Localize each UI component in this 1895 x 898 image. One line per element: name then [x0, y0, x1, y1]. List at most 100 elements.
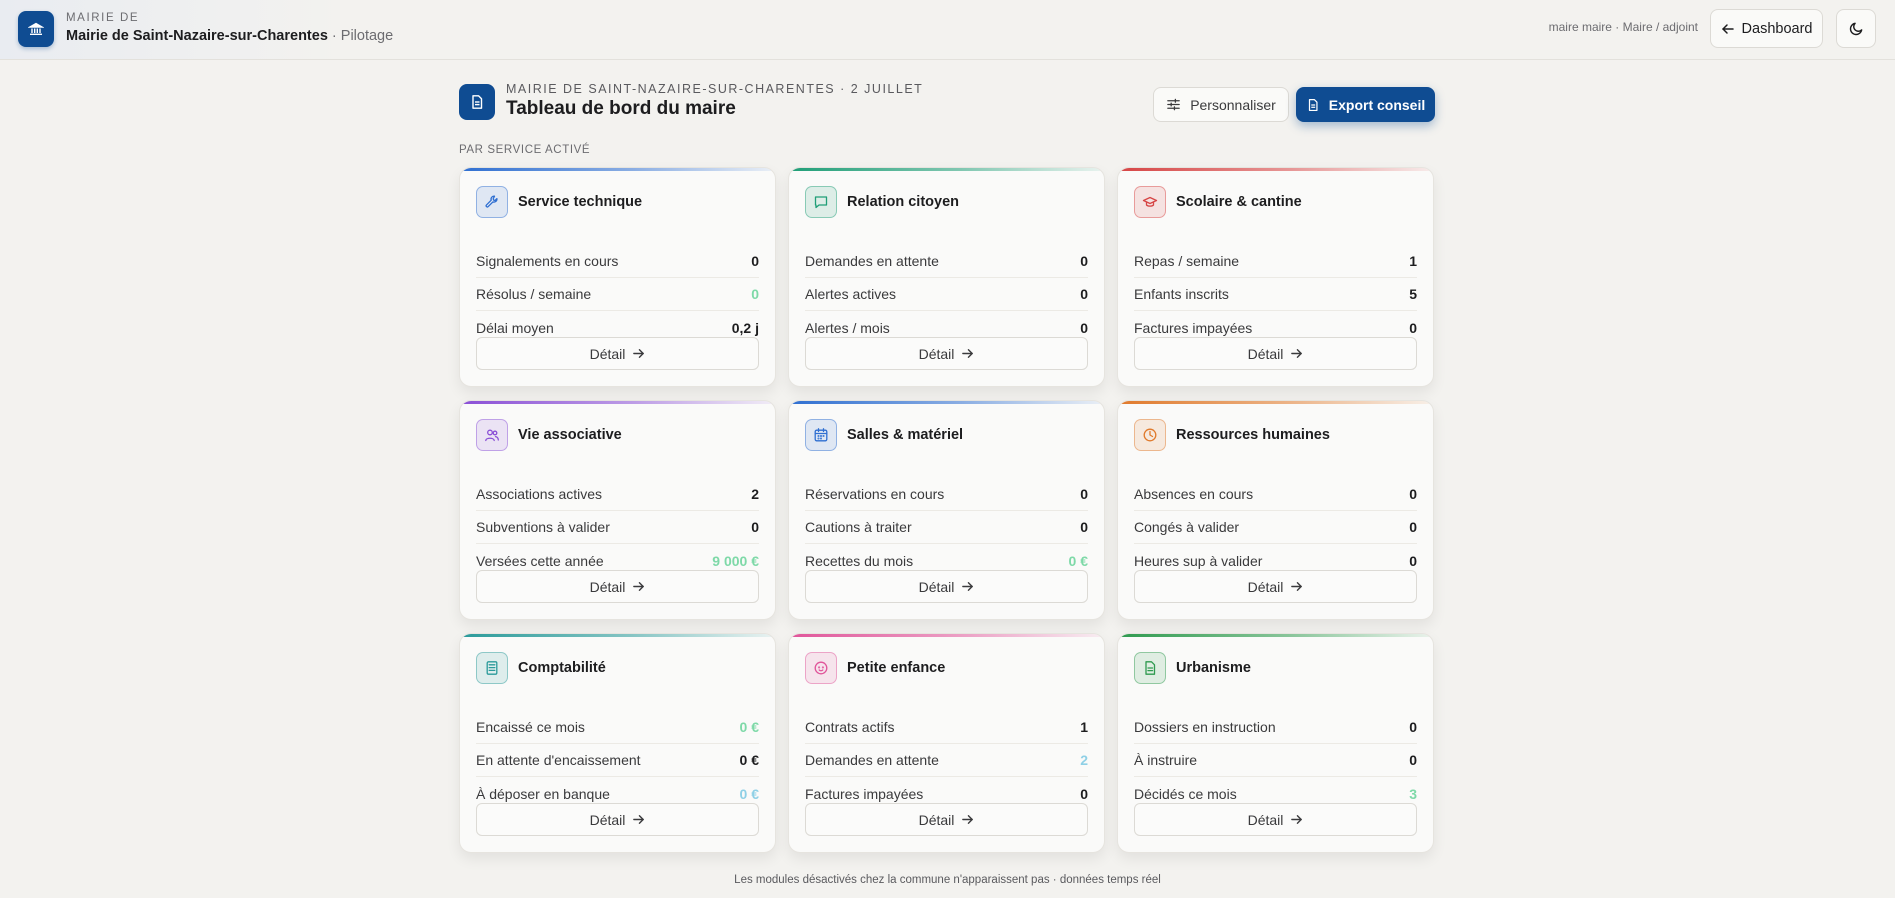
- detail-button[interactable]: Détail: [805, 570, 1088, 603]
- service-card: Petite enfance Contrats actifs 1 Demande…: [788, 633, 1105, 853]
- service-card: Scolaire & cantine Repas / semaine 1 Enf…: [1117, 167, 1434, 387]
- brand-title: Mairie de Saint-Nazaire-sur-Charentes · …: [66, 28, 393, 44]
- metric-value: 0: [1080, 319, 1088, 336]
- metric-row: Associations actives 2: [476, 478, 759, 511]
- metric-value: 0 €: [739, 719, 759, 735]
- detail-button[interactable]: Détail: [476, 803, 759, 836]
- metric-value: 2: [1080, 752, 1088, 768]
- card-accent-bar: [1118, 401, 1433, 404]
- metric-value: 0 €: [1068, 552, 1088, 569]
- service-card: Urbanisme Dossiers en instruction 0 À in…: [1117, 633, 1434, 853]
- metric-label: À instruire: [1134, 752, 1198, 768]
- service-card: Relation citoyen Demandes en attente 0 A…: [788, 167, 1105, 387]
- metric-row: À déposer en banque 0 €: [476, 777, 759, 810]
- card-title: Service technique: [518, 194, 643, 210]
- arrow-right-icon: [1291, 349, 1303, 358]
- card-accent-bar: [460, 634, 775, 637]
- chat-bubble-icon: [805, 186, 837, 218]
- arrow-right-icon: [1291, 815, 1303, 824]
- metric-label: Factures impayées: [805, 785, 924, 802]
- detail-button[interactable]: Détail: [1134, 337, 1417, 370]
- metric-value: 0: [1409, 719, 1417, 735]
- arrow-right-icon: [633, 582, 645, 591]
- metric-label: Cautions à traiter: [805, 519, 912, 535]
- card-title: Urbanisme: [1176, 660, 1251, 676]
- dashboard-button[interactable]: Dashboard: [1710, 9, 1823, 48]
- personalize-button-label: Personnaliser: [1190, 96, 1276, 113]
- metric-value: 3: [1409, 785, 1417, 802]
- detail-button[interactable]: Détail: [805, 337, 1088, 370]
- detail-button-label: Détail: [1247, 578, 1284, 595]
- metric-row: Recettes du mois 0 €: [805, 544, 1088, 577]
- detail-button[interactable]: Détail: [1134, 570, 1417, 603]
- card-accent-bar: [1118, 634, 1433, 637]
- dashboard-button-label: Dashboard: [1741, 20, 1813, 37]
- service-card: Comptabilité Encaissé ce mois 0 € En att…: [459, 633, 776, 853]
- export-conseil-button[interactable]: Export conseil: [1296, 87, 1435, 122]
- metric-label: Versées cette année: [476, 552, 604, 569]
- metric-value: 0: [751, 286, 759, 302]
- metric-label: Alertes / mois: [805, 319, 890, 336]
- section-label: PAR SERVICE ACTIVÉ: [459, 144, 591, 156]
- calculator-icon: [476, 652, 508, 684]
- graduation-cap-icon: [1134, 186, 1166, 218]
- metric-value: 0: [1409, 486, 1417, 502]
- metric-value: 0: [1080, 785, 1088, 802]
- metric-label: Repas / semaine: [1134, 253, 1240, 269]
- theme-toggle-button[interactable]: [1836, 9, 1876, 48]
- detail-button-label: Détail: [589, 578, 626, 595]
- card-accent-bar: [789, 168, 1104, 171]
- card-accent-bar: [1118, 168, 1433, 171]
- metric-label: Contrats actifs: [805, 719, 895, 735]
- metric-value: 0 €: [739, 752, 759, 768]
- metric-label: Demandes en attente: [805, 253, 939, 269]
- detail-button-label: Détail: [918, 345, 955, 362]
- page-title: Tableau de bord du maire: [506, 98, 736, 119]
- metric-value: 0: [1409, 519, 1417, 535]
- calendar-icon: [805, 419, 837, 451]
- metric-label: Heures sup à valider: [1134, 552, 1263, 569]
- metric-label: Délai moyen: [476, 319, 554, 336]
- card-title: Ressources humaines: [1176, 427, 1330, 443]
- card-title: Petite enfance: [847, 660, 946, 676]
- export-conseil-button-label: Export conseil: [1328, 96, 1426, 113]
- metric-value: 5: [1409, 286, 1417, 302]
- metric-label: Demandes en attente: [805, 752, 939, 768]
- metric-label: Enfants inscrits: [1134, 286, 1229, 302]
- card-title: Scolaire & cantine: [1176, 194, 1302, 210]
- top-bar: MAIRIE DE Mairie de Saint-Nazaire-sur-Ch…: [0, 0, 1895, 60]
- detail-button[interactable]: Détail: [805, 803, 1088, 836]
- personalize-button[interactable]: Personnaliser: [1153, 87, 1289, 122]
- moon-icon: [1849, 22, 1862, 36]
- detail-button-label: Détail: [918, 578, 955, 595]
- metric-value: 2: [751, 486, 759, 502]
- metric-row: Absences en cours 0: [1134, 478, 1417, 511]
- arrow-left-icon: [1721, 23, 1734, 34]
- metric-label: À déposer en banque: [476, 785, 610, 802]
- card-title: Relation citoyen: [847, 194, 959, 210]
- file-icon: [1308, 98, 1318, 111]
- metric-row: Délai moyen 0,2 j: [476, 311, 759, 344]
- metric-row: Factures impayées 0: [805, 777, 1088, 810]
- detail-button[interactable]: Détail: [1134, 803, 1417, 836]
- brand-kicker: MAIRIE DE: [66, 12, 140, 24]
- metric-value: 0: [751, 519, 759, 535]
- metric-row: Encaissé ce mois 0 €: [476, 711, 759, 744]
- card-accent-bar: [789, 401, 1104, 404]
- town-hall-icon[interactable]: [18, 11, 54, 47]
- metric-value: 0 €: [739, 785, 759, 802]
- metric-value: 0: [1409, 752, 1417, 768]
- arrow-right-icon: [962, 349, 974, 358]
- detail-button-label: Détail: [589, 345, 626, 362]
- metric-row: Subventions à valider 0: [476, 511, 759, 544]
- detail-button[interactable]: Détail: [476, 570, 759, 603]
- metric-row: Contrats actifs 1: [805, 711, 1088, 744]
- detail-button[interactable]: Détail: [476, 337, 759, 370]
- service-card: Service technique Signalements en cours …: [459, 167, 776, 387]
- metric-row: Repas / semaine 1: [1134, 245, 1417, 278]
- card-accent-bar: [789, 634, 1104, 637]
- detail-button-label: Détail: [589, 811, 626, 828]
- brand-section: Pilotage: [340, 28, 394, 44]
- service-card: Salles & matériel Réservations en cours …: [788, 400, 1105, 620]
- service-card: Vie associative Associations actives 2 S…: [459, 400, 776, 620]
